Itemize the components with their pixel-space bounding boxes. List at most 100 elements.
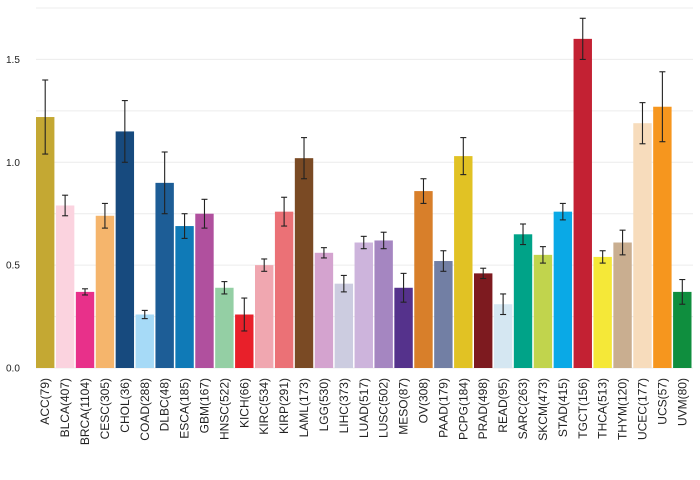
x-tick-label: TGCT(156) <box>576 378 590 439</box>
bar-prad <box>474 273 493 368</box>
error-bar <box>181 213 188 239</box>
bar-skcm <box>533 254 553 368</box>
bar-laml <box>294 158 314 368</box>
x-tick-label: KIRC(534) <box>257 378 271 435</box>
x-tick-label: LAML(173) <box>297 378 311 437</box>
x-tick-label: OV(308) <box>416 378 430 423</box>
x-tick-label: COAD(288) <box>138 378 152 441</box>
x-tick-label: ESCA(185) <box>178 378 192 439</box>
error-bar <box>599 250 606 264</box>
error-bar <box>500 293 507 316</box>
x-tick-label: PAAD(179) <box>436 378 450 438</box>
bar-read <box>493 304 513 368</box>
x-tick-label: KICH(66) <box>237 378 251 428</box>
x-tick-label: PRAD(498) <box>476 378 490 439</box>
bar-ucs <box>653 106 672 369</box>
bar-lusc <box>374 240 393 368</box>
bar-ucec <box>633 123 652 368</box>
error-bar <box>360 235 367 250</box>
x-tick-label: BLCA(407) <box>58 378 72 437</box>
bar-thca <box>593 256 612 368</box>
bar-brca <box>75 291 95 368</box>
bar-tgct <box>573 38 592 369</box>
x-tick-label: READ(95) <box>496 378 510 433</box>
error-bar <box>62 194 69 217</box>
x-tick-label: THCA(513) <box>596 378 610 439</box>
x-tick-label: DLBC(48) <box>158 378 172 431</box>
x-tick-label: ACC(79) <box>38 378 52 425</box>
x-tick-label: LGG(530) <box>317 378 331 431</box>
error-bar <box>619 229 626 256</box>
error-bar <box>161 151 168 215</box>
bar-coad <box>135 314 154 368</box>
error-bar <box>400 272 407 303</box>
error-bar <box>241 297 248 332</box>
bar-kirc <box>255 265 274 368</box>
bar-pcpg <box>454 156 473 368</box>
bar-ov <box>414 191 433 368</box>
error-bar <box>420 178 427 204</box>
bar-dlbc <box>155 182 174 368</box>
error-bar <box>480 267 487 280</box>
bar-cesc <box>95 215 115 368</box>
x-tick-label: SKCM(473) <box>536 378 550 441</box>
bar-acc <box>36 117 55 368</box>
x-tick-label: MESO(87) <box>397 378 411 435</box>
bar-meso <box>394 287 413 368</box>
y-tick-label: 0.5 <box>6 261 20 272</box>
bar-blca <box>55 205 75 368</box>
error-bar <box>201 198 208 229</box>
error-bar <box>121 100 128 163</box>
error-bar <box>141 309 148 320</box>
x-tick-label: LUSC(502) <box>377 378 391 438</box>
x-tick-label: LIHC(373) <box>337 378 351 433</box>
bar-chol <box>115 131 135 368</box>
x-tick-label: BRCA(1104) <box>78 378 92 445</box>
error-bar <box>301 137 308 180</box>
error-bar <box>261 258 268 272</box>
error-bar <box>320 247 327 259</box>
error-bars <box>42 17 686 332</box>
bars <box>36 38 692 369</box>
bar-hnsc <box>215 287 234 368</box>
bar-kirp <box>274 211 294 368</box>
error-bar <box>539 246 546 264</box>
bar-sarc <box>513 234 533 368</box>
x-tick-label: UVM(80) <box>675 378 689 426</box>
bar-stad <box>553 211 573 368</box>
error-bar <box>460 137 467 176</box>
error-bar <box>559 202 566 221</box>
x-tick-label: PCPG(184) <box>456 378 470 440</box>
bar-uvm <box>673 291 692 368</box>
x-tick-label: CESC(305) <box>98 378 112 439</box>
error-bar <box>221 281 228 295</box>
error-bar <box>659 71 666 143</box>
y-tick-label: 0.0 <box>6 364 20 375</box>
error-bar <box>82 288 89 296</box>
bar-lihc <box>334 283 354 368</box>
x-tick-label: LUAD(517) <box>357 378 371 438</box>
error-bar <box>340 274 347 293</box>
x-axis: ACC(79) BLCA(407) BRCA(1104) CESC(305) CHOL(… <box>38 378 689 445</box>
x-tick-label: UCS(57) <box>655 378 669 425</box>
x-tick-label: GBM(167) <box>197 378 211 433</box>
error-bar <box>520 223 527 246</box>
error-bar <box>281 196 288 227</box>
error-bar <box>440 250 447 272</box>
y-tick-label: 1.5 <box>6 55 20 66</box>
error-bar <box>101 202 108 229</box>
y-axis: 0.0 0.5 1.0 1.5 <box>6 55 20 375</box>
x-tick-label: STAD(415) <box>556 378 570 437</box>
x-tick-label: SARC(263) <box>516 378 530 439</box>
bar-gbm <box>195 213 214 368</box>
bar-thym <box>613 242 632 368</box>
bar-kich <box>235 314 254 368</box>
x-tick-label: CHOL(36) <box>118 378 132 433</box>
error-bar <box>679 278 686 305</box>
bar-paad <box>434 261 453 368</box>
x-tick-label: KIRP(291) <box>277 378 291 434</box>
bar-lgg <box>314 252 334 368</box>
x-tick-label: HNSC(522) <box>217 378 231 440</box>
y-tick-label: 1.0 <box>6 158 20 169</box>
error-bar <box>639 102 646 145</box>
